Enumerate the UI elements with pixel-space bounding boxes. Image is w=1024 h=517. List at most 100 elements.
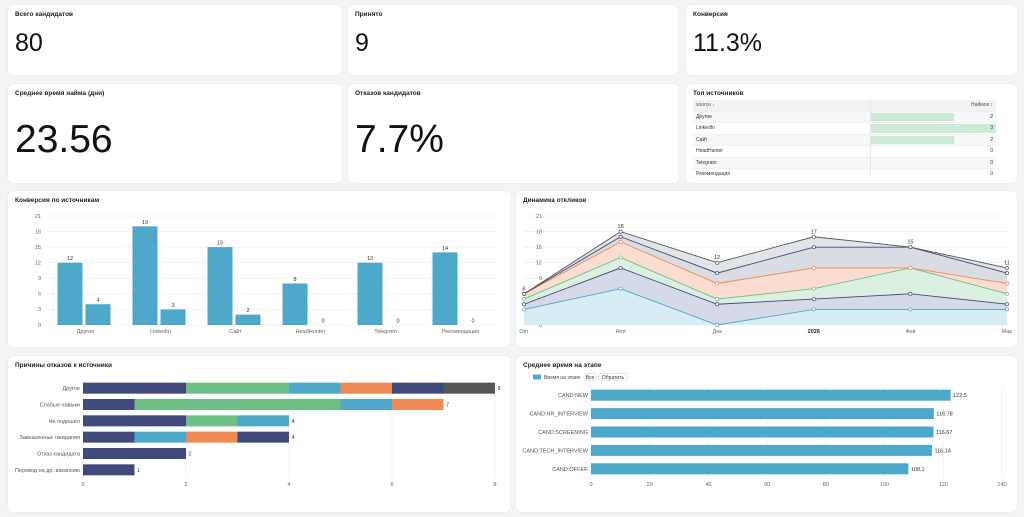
table-row[interactable]: Другое 2 xyxy=(693,111,996,123)
data-label: 18 xyxy=(618,224,624,230)
responses-dynamics-chart[interactable]: 03691215182161812171511ОктНояДек2026ФевМ… xyxy=(516,191,1017,347)
kpi-card-total: Всего кандидатов 80 xyxy=(8,5,342,75)
bar-value-label: 116.78 xyxy=(936,412,952,418)
x-tick-label: 80 xyxy=(823,482,829,488)
bar-segment xyxy=(340,399,392,410)
top-sources-card: Топ источников source ↓ Наймов ↕ Другое 2… xyxy=(686,84,1017,183)
bar-value-label: 122.5 xyxy=(953,393,967,399)
area-band xyxy=(524,267,1007,325)
column-header-hired[interactable]: Наймов ↕ xyxy=(971,102,993,109)
series-point xyxy=(1005,302,1009,307)
bar-segment xyxy=(392,382,444,394)
series-point xyxy=(715,297,720,301)
bar-segment xyxy=(83,415,186,427)
cell-hired: 0 xyxy=(871,169,996,176)
legend-swatch xyxy=(533,374,541,380)
bar-value-label: 12 xyxy=(67,256,73,262)
hired-bar xyxy=(871,112,955,121)
x-tick-label: 100 xyxy=(880,482,889,488)
bar xyxy=(207,247,233,325)
y-tick-label: 12 xyxy=(536,261,542,267)
area-band xyxy=(524,241,1007,300)
bar-segment xyxy=(443,382,495,394)
bar-total-label: 1 xyxy=(137,468,140,474)
cell-source: Сайт xyxy=(693,134,871,145)
bar-segment xyxy=(83,431,135,443)
bar-total-label: 4 xyxy=(292,419,295,425)
bar-segment xyxy=(186,382,289,394)
bar-value-label: 4 xyxy=(96,298,99,304)
bar-value-label: 15 xyxy=(217,241,223,247)
series-point xyxy=(811,234,816,239)
y-tick-label: Слабые навыки xyxy=(40,403,80,409)
chart-title: Конверсия по источникам xyxy=(15,197,100,204)
table-row[interactable]: Telegram 0 xyxy=(693,157,996,169)
bar-value-label: 116.14 xyxy=(934,448,950,454)
x-tick-label: Окт xyxy=(519,329,529,335)
x-tick-label: Мар xyxy=(1002,329,1013,335)
bar-segment xyxy=(392,399,444,410)
bar-value-label: 0 xyxy=(321,319,324,325)
x-tick-label: Сайт xyxy=(229,328,242,335)
bar-segment xyxy=(83,382,186,394)
stage-time-chart[interactable]: Время на этапе Все Обратить 0 20 40 60 80 100 120… xyxy=(516,356,1017,512)
column-header-source[interactable]: source ↓ xyxy=(693,100,871,111)
bar-total-label: 7 xyxy=(446,403,449,409)
bar-segment xyxy=(134,431,186,443)
cell-source: Другое xyxy=(693,111,871,122)
series-point xyxy=(618,265,623,270)
bar xyxy=(591,408,934,420)
bar xyxy=(591,463,909,475)
bar-segment xyxy=(237,415,289,427)
bar-value-label: 12 xyxy=(367,256,373,262)
hired-value: 0 xyxy=(990,171,993,176)
table-row[interactable]: Рекомендация 0 xyxy=(693,169,996,176)
series-point xyxy=(522,291,526,296)
hired-value: 0 xyxy=(990,148,993,155)
y-tick-label: Завышенные ожидания xyxy=(20,435,80,441)
chart-title: Среднее время на этапе xyxy=(523,362,602,369)
bar xyxy=(591,444,932,456)
data-label: 12 xyxy=(714,255,720,261)
series-point xyxy=(1005,265,1009,270)
table-row[interactable]: Сайт 2 xyxy=(693,134,996,146)
bar-value-label: 14 xyxy=(442,246,448,252)
x-tick-label: 120 xyxy=(939,482,948,488)
series-point xyxy=(618,286,623,291)
bar-segment xyxy=(237,431,289,443)
y-tick-label: 15 xyxy=(536,245,542,251)
series-point xyxy=(1005,281,1009,286)
y-tick-label: 21 xyxy=(35,214,41,220)
kpi-value: 11.3% xyxy=(693,29,763,57)
x-tick-label: 6 xyxy=(390,482,393,488)
table-row[interactable]: LinkedIn 3 xyxy=(693,123,996,135)
conversion-by-source-chart[interactable]: 0 3 6 9 12 15 18 21 12 4 Другое 19 3 LinkedIn 15 2 Сайт 8… xyxy=(8,191,511,347)
bar-value-label: 2 xyxy=(246,308,249,314)
y-tick-label: 21 xyxy=(536,214,542,220)
y-tick-label: Отказ кандидата xyxy=(37,452,81,458)
hired-bar xyxy=(871,135,955,144)
y-tick-label: Перевод на др. вакансию xyxy=(15,468,80,474)
top-sources-table[interactable]: source ↓ Наймов ↕ Другое 2 LinkedIn 3 Сайт 2 H… xyxy=(693,100,996,176)
bar xyxy=(357,262,383,325)
data-label: 15 xyxy=(907,240,913,246)
table-row[interactable]: HeadHunter 0 xyxy=(693,146,996,158)
bar xyxy=(235,314,261,325)
cell-source: HeadHunter xyxy=(693,146,871,157)
x-tick-label: 4 xyxy=(287,482,290,488)
hired-value: 0 xyxy=(990,159,993,166)
bar xyxy=(591,426,934,438)
x-tick-label: HeadHunter xyxy=(296,329,326,335)
rejection-reasons-chart[interactable]: 0 2 4 6 8 8 Другое 7 Слабые навыки 4 Не подошёл 4 За… xyxy=(8,356,511,512)
x-tick-label: 0 xyxy=(81,482,84,488)
bar-segment xyxy=(186,415,238,427)
bar-segment xyxy=(83,399,135,410)
cell-hired: 3 xyxy=(871,123,996,134)
kpi-card-rejections: Отказов кандидатов 7.7% xyxy=(348,84,679,183)
data-label: 17 xyxy=(811,229,817,235)
x-tick-label: 140 xyxy=(997,482,1006,488)
kpi-title: Всего кандидатов xyxy=(15,11,74,18)
series-point xyxy=(522,307,526,312)
bar xyxy=(591,389,951,401)
kpi-value: 80 xyxy=(15,29,43,57)
